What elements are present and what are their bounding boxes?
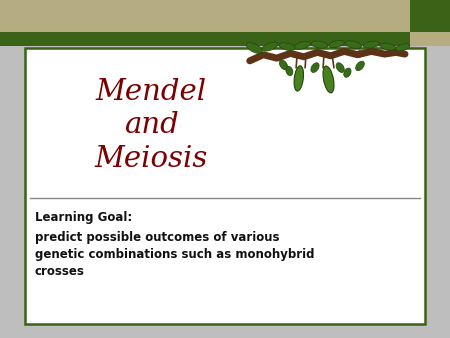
Ellipse shape [363, 41, 379, 48]
Ellipse shape [344, 68, 351, 77]
Text: Mendel
and
Meiosis: Mendel and Meiosis [94, 78, 207, 173]
Bar [410, 0, 450, 32]
Ellipse shape [329, 40, 344, 48]
Bar [0, 0, 450, 32]
Ellipse shape [311, 41, 328, 48]
Bar [410, 32, 450, 46]
Ellipse shape [380, 43, 396, 50]
Ellipse shape [396, 44, 410, 51]
Ellipse shape [356, 61, 364, 71]
Bar [0, 32, 450, 46]
Text: predict possible outcomes of various
genetic combinations such as monohybrid
cro: predict possible outcomes of various gen… [35, 231, 314, 278]
Ellipse shape [286, 66, 293, 76]
Ellipse shape [279, 43, 295, 50]
Ellipse shape [323, 66, 334, 93]
Text: Learning Goal:: Learning Goal: [35, 211, 132, 224]
Ellipse shape [262, 42, 278, 51]
Bar [25, 48, 425, 324]
Ellipse shape [294, 66, 303, 91]
Ellipse shape [294, 41, 310, 49]
Ellipse shape [336, 63, 344, 72]
Ellipse shape [279, 60, 288, 70]
Ellipse shape [246, 43, 262, 53]
Ellipse shape [345, 41, 361, 48]
Ellipse shape [311, 63, 319, 72]
